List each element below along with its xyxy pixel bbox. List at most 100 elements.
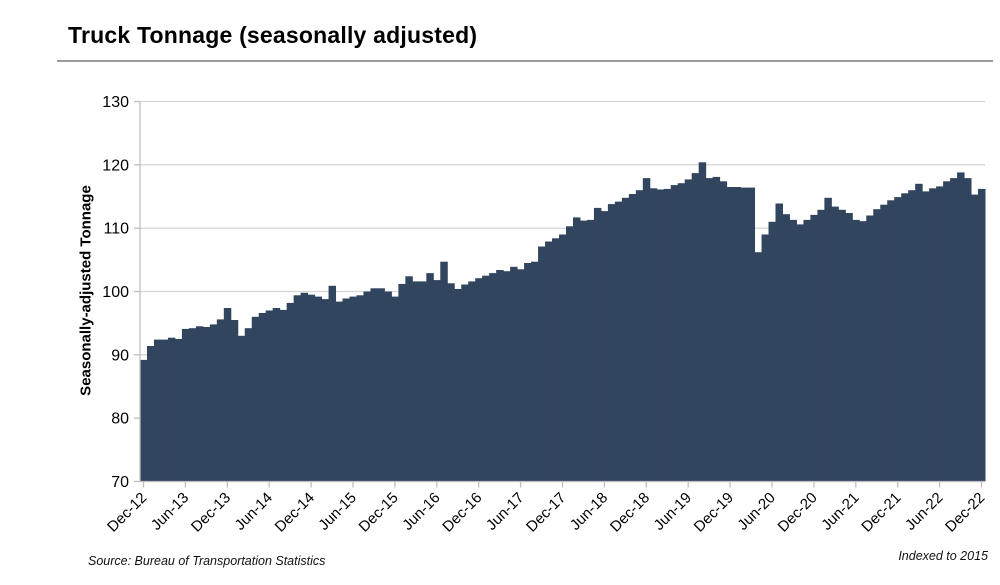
svg-text:130: 130 bbox=[102, 94, 129, 111]
bar bbox=[433, 280, 441, 482]
bar bbox=[768, 221, 776, 482]
svg-text:Dec-15: Dec-15 bbox=[356, 489, 402, 535]
svg-text:80: 80 bbox=[111, 411, 129, 428]
bar bbox=[880, 204, 888, 482]
bar bbox=[936, 186, 944, 482]
bar bbox=[195, 326, 204, 482]
svg-text:Dec-18: Dec-18 bbox=[607, 489, 653, 535]
bar bbox=[943, 181, 951, 482]
bar bbox=[356, 295, 364, 482]
bar bbox=[349, 296, 357, 482]
bar bbox=[251, 316, 260, 482]
bar bbox=[140, 359, 148, 482]
bar bbox=[160, 339, 169, 482]
bar bbox=[915, 183, 923, 482]
bar bbox=[761, 234, 770, 482]
bar bbox=[328, 285, 337, 482]
bar bbox=[635, 190, 644, 482]
bar bbox=[831, 206, 839, 482]
bar bbox=[887, 200, 895, 482]
bar bbox=[775, 203, 783, 482]
bar bbox=[461, 284, 469, 482]
bar bbox=[244, 328, 253, 482]
bar bbox=[209, 324, 218, 482]
bar bbox=[859, 221, 867, 482]
bar bbox=[670, 185, 679, 482]
bar bbox=[342, 298, 350, 482]
bar bbox=[279, 309, 288, 482]
bar bbox=[950, 178, 958, 482]
bar bbox=[482, 275, 490, 482]
bar bbox=[726, 187, 735, 482]
bar bbox=[845, 213, 853, 482]
svg-text:Dec-14: Dec-14 bbox=[272, 489, 318, 535]
source-text: Source: Bureau of Transportation Statist… bbox=[88, 554, 326, 568]
bar bbox=[538, 246, 546, 482]
bar bbox=[223, 308, 232, 482]
bar bbox=[230, 320, 239, 482]
bar bbox=[908, 190, 916, 482]
svg-text:Jun-15: Jun-15 bbox=[315, 489, 359, 533]
bar bbox=[600, 211, 609, 482]
bar bbox=[866, 215, 874, 482]
bar bbox=[503, 271, 511, 482]
bar bbox=[370, 288, 378, 482]
bar bbox=[202, 327, 211, 482]
bar bbox=[929, 188, 937, 482]
bar bbox=[524, 263, 532, 482]
svg-text:Dec-17: Dec-17 bbox=[523, 489, 569, 535]
bar bbox=[810, 214, 818, 482]
bar bbox=[377, 288, 385, 482]
bar bbox=[824, 197, 832, 482]
bar bbox=[475, 278, 483, 482]
svg-text:Dec-21: Dec-21 bbox=[858, 489, 904, 535]
bar bbox=[412, 281, 420, 482]
bar bbox=[852, 219, 860, 482]
bar bbox=[286, 302, 295, 482]
bar bbox=[167, 337, 176, 482]
bar bbox=[454, 289, 462, 482]
bar bbox=[237, 335, 246, 482]
bar bbox=[300, 292, 309, 482]
indexed-note: Indexed to 2015 bbox=[898, 549, 988, 563]
svg-text:Dec-12: Dec-12 bbox=[104, 489, 150, 535]
chart-title: Truck Tonnage (seasonally adjusted) bbox=[68, 22, 478, 48]
bar bbox=[754, 252, 763, 482]
bar bbox=[363, 291, 371, 482]
svg-text:Jun-21: Jun-21 bbox=[818, 489, 862, 533]
bar bbox=[677, 183, 686, 482]
bar bbox=[321, 299, 330, 482]
bar bbox=[307, 294, 316, 482]
bar bbox=[489, 273, 497, 482]
svg-text:Jun-19: Jun-19 bbox=[651, 489, 695, 533]
svg-text:90: 90 bbox=[111, 347, 129, 364]
bar bbox=[978, 188, 986, 482]
bar bbox=[579, 220, 588, 482]
bar bbox=[684, 179, 693, 482]
bar bbox=[789, 219, 797, 482]
bar bbox=[838, 209, 846, 482]
svg-text:100: 100 bbox=[102, 284, 129, 301]
bar bbox=[663, 188, 672, 482]
bar bbox=[545, 241, 553, 482]
svg-text:70: 70 bbox=[111, 474, 129, 491]
svg-text:Jun-17: Jun-17 bbox=[483, 489, 527, 533]
bar bbox=[621, 197, 630, 482]
bar bbox=[803, 219, 811, 482]
bar bbox=[510, 266, 518, 482]
bar bbox=[419, 281, 427, 482]
bar bbox=[447, 283, 455, 482]
bar bbox=[894, 197, 902, 482]
bar bbox=[649, 188, 658, 482]
bar bbox=[440, 261, 448, 482]
bar bbox=[468, 281, 476, 482]
svg-text:110: 110 bbox=[103, 221, 129, 238]
svg-text:Jun-14: Jun-14 bbox=[232, 489, 276, 533]
bar bbox=[517, 269, 525, 482]
bar bbox=[314, 296, 323, 482]
bar bbox=[656, 189, 665, 482]
svg-text:Jun-16: Jun-16 bbox=[399, 489, 443, 533]
bar bbox=[628, 194, 637, 482]
bar bbox=[426, 273, 434, 482]
